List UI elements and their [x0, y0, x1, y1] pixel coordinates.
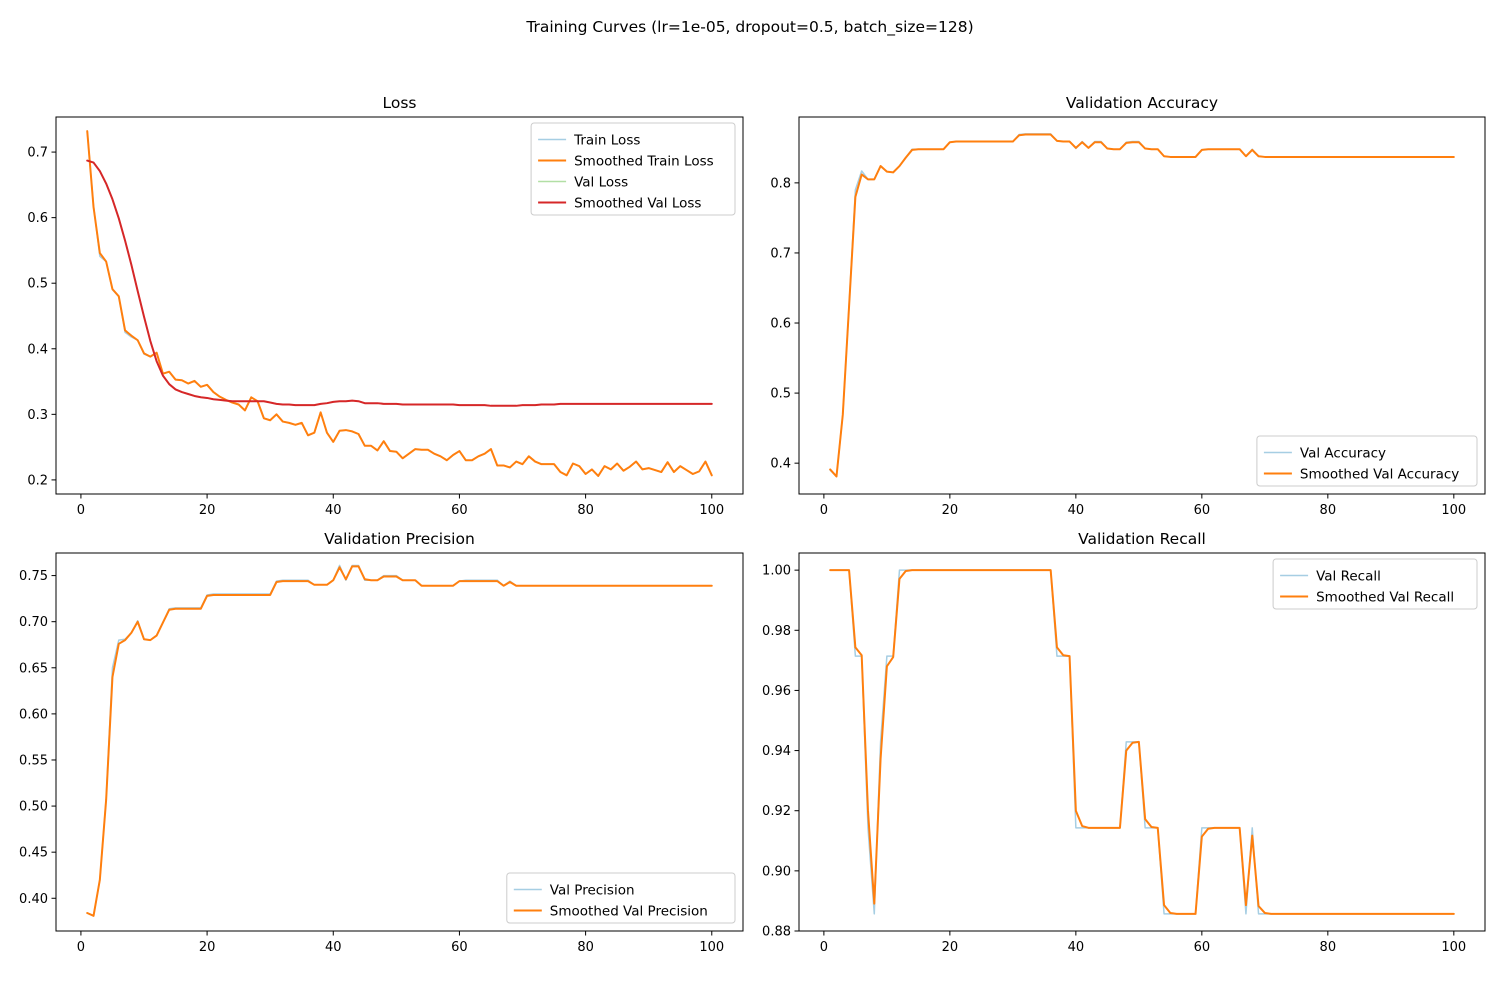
figure-title: Training Curves (lr=1e-05, dropout=0.5, …	[525, 18, 973, 37]
legend: Val Recall Smoothed Val Recall	[1272, 558, 1478, 610]
x-tick-label: 40	[325, 503, 342, 518]
x-tick-label: 60	[451, 503, 468, 518]
legend-label: Smoothed Val Precision	[550, 904, 708, 920]
subplot-title: Validation Recall	[1078, 530, 1206, 548]
x-tick-label: 20	[199, 940, 216, 955]
subplot-title: Loss	[383, 94, 417, 112]
subplot-loss: Loss 0 20 40 60 80 100 0.2 0.3 0.4 0.5 0.6 0.7 Train …	[27, 94, 744, 518]
y-tick-label: 0.60	[19, 707, 48, 722]
axes-frame	[798, 116, 1486, 495]
y-tick-label: 0.4	[770, 457, 791, 472]
y-tick-label: 0.40	[19, 892, 48, 907]
y-tick-label: 0.65	[19, 661, 48, 676]
x-tick-label: 60	[451, 940, 468, 955]
y-tick-label: 0.88	[762, 925, 791, 940]
subplot-validation-precision: Validation Precision 0 20 40 60 80 100 0.40 0.45…	[19, 530, 744, 955]
axes-frame	[55, 116, 744, 495]
legend: Val Precision Smoothed Val Precision	[506, 872, 736, 924]
y-tick-label: 0.98	[762, 624, 791, 639]
x-tick-label: 80	[577, 940, 594, 955]
x-tick-label: 0	[820, 940, 828, 955]
legend-label: Smoothed Val Recall	[1316, 590, 1454, 606]
legend-box	[506, 872, 736, 924]
plot-area	[86, 564, 713, 917]
y-tick-label: 0.5	[770, 387, 791, 402]
legend-box	[1256, 435, 1478, 487]
subplot-validation-recall: Validation Recall 0 20 40 60 80 100 0.88 0.90 0.9…	[762, 530, 1486, 955]
x-tick-label: 80	[577, 503, 594, 518]
y-tick-label: 0.75	[19, 569, 48, 584]
x-tick-label: 40	[325, 940, 342, 955]
x-tick-label: 80	[1320, 503, 1337, 518]
y-tick-label: 0.6	[27, 211, 48, 226]
legend: Train Loss Smoothed Train Loss Val Loss Smo…	[530, 122, 736, 216]
x-tick-label: 100	[699, 940, 724, 955]
x-tick-label: 0	[77, 503, 85, 518]
subplot-title: Validation Accuracy	[1066, 94, 1218, 112]
x-tick-label: 0	[820, 503, 828, 518]
y-tick-label: 0.90	[762, 864, 791, 879]
y-tick-label: 0.7	[27, 146, 48, 161]
legend-label: Smoothed Train Loss	[574, 154, 714, 170]
y-tick-label: 0.7	[770, 246, 791, 261]
subplot-title: Validation Precision	[324, 530, 475, 548]
series-line-smoothed-val-recall	[829, 569, 1455, 915]
y-tick-label: 0.50	[19, 800, 48, 815]
x-tick-label: 0	[77, 940, 85, 955]
y-tick-label: 0.96	[762, 684, 791, 699]
series-line-smoothed-val-precision	[86, 565, 713, 917]
legend-label: Train Loss	[573, 133, 640, 149]
series-line-smoothed-val-loss	[86, 159, 713, 407]
y-tick-label: 0.6	[770, 317, 791, 332]
legend-box	[530, 122, 736, 216]
x-tick-label: 80	[1320, 940, 1337, 955]
x-tick-label: 40	[1068, 503, 1085, 518]
legend-label: Smoothed Val Accuracy	[1300, 467, 1459, 483]
legend-label: Val Precision	[550, 883, 635, 899]
subplot-validation-accuracy: Validation Accuracy 0 20 40 60 80 100 0.4 0.5 0.6…	[770, 94, 1486, 518]
y-tick-label: 0.5	[27, 277, 48, 292]
legend-label: Val Loss	[574, 175, 628, 191]
x-tick-label: 100	[1441, 503, 1466, 518]
x-tick-label: 20	[199, 503, 216, 518]
y-tick-label: 0.45	[19, 846, 48, 861]
x-tick-label: 20	[942, 503, 959, 518]
legend-label: Smoothed Val Loss	[574, 196, 701, 212]
y-tick-label: 0.92	[762, 804, 791, 819]
legend-label: Val Accuracy	[1300, 446, 1386, 462]
series-line-smoothed-train-loss	[86, 130, 713, 477]
y-tick-label: 0.4	[27, 342, 48, 357]
plot-area	[829, 569, 1455, 915]
subplot-grid: Loss 0 20 40 60 80 100 0.2 0.3 0.4 0.5 0.6 0.7 Train …	[19, 94, 1486, 955]
axes-frame	[55, 552, 744, 932]
series-line-smoothed-val-accuracy	[829, 133, 1455, 478]
x-tick-label: 60	[1194, 503, 1211, 518]
y-tick-label: 0.94	[762, 744, 791, 759]
y-tick-label: 0.70	[19, 615, 48, 630]
plot-area	[829, 133, 1455, 478]
legend-box	[1272, 558, 1478, 610]
x-tick-label: 100	[699, 503, 724, 518]
y-tick-label: 1.00	[762, 564, 791, 579]
x-tick-label: 20	[942, 940, 959, 955]
y-tick-label: 0.55	[19, 753, 48, 768]
plot-area	[86, 130, 713, 477]
axes-frame	[798, 552, 1486, 932]
legend-label: Val Recall	[1316, 569, 1381, 585]
y-tick-label: 0.2	[27, 473, 48, 488]
y-tick-label: 0.3	[27, 408, 48, 423]
x-tick-label: 40	[1068, 940, 1085, 955]
y-tick-label: 0.8	[770, 176, 791, 191]
legend: Val Accuracy Smoothed Val Accuracy	[1256, 435, 1478, 487]
x-tick-label: 60	[1194, 940, 1211, 955]
x-tick-label: 100	[1441, 940, 1466, 955]
